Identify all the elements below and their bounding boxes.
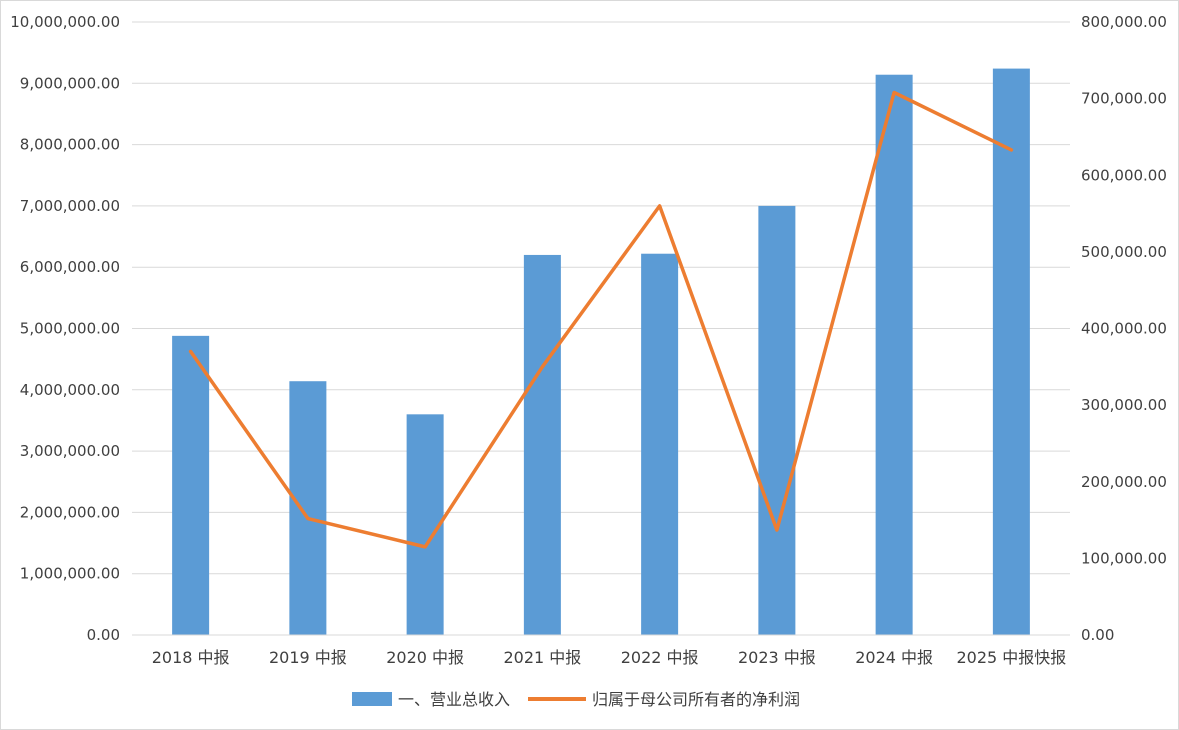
right-axis-tick-label: 200,000.00 (1081, 473, 1167, 491)
right-axis-tick-label: 400,000.00 (1081, 320, 1167, 338)
legend-label-revenue: 一、营业总收入 (398, 690, 510, 709)
left-axis-tick-label: 2,000,000.00 (20, 503, 120, 521)
right-axis-tick-label: 600,000.00 (1081, 166, 1167, 184)
left-axis-tick-label: 7,000,000.00 (20, 197, 120, 215)
bar (172, 335, 210, 635)
left-axis-tick-label: 10,000,000.00 (10, 13, 120, 31)
category-label: 2022 中报 (621, 648, 699, 667)
bar-series (172, 68, 1030, 636)
left-axis-tick-label: 1,000,000.00 (20, 565, 120, 583)
category-label: 2018 中报 (152, 648, 230, 667)
left-axis-tick-label: 9,000,000.00 (20, 74, 120, 92)
bar (289, 381, 327, 635)
legend-label-net-profit: 归属于母公司所有者的净利润 (592, 690, 800, 709)
right-axis-ticks: 0.00 100,000.00 200,000.00 300,000.00 400,00… (1081, 13, 1167, 644)
right-axis-tick-label: 100,000.00 (1081, 549, 1167, 567)
category-label: 2021 中报 (503, 648, 581, 667)
legend-swatch-revenue (352, 692, 392, 706)
left-axis-tick-label: 6,000,000.00 (20, 258, 120, 276)
left-axis-tick-label: 8,000,000.00 (20, 136, 120, 154)
bar (406, 414, 444, 635)
category-label: 2023 中报 (738, 648, 816, 667)
right-axis-tick-label: 800,000.00 (1081, 13, 1167, 31)
left-axis-tick-label: 4,000,000.00 (20, 381, 120, 399)
right-axis-tick-label: 300,000.00 (1081, 396, 1167, 414)
gridlines (132, 21, 1070, 575)
line-series (188, 90, 1014, 549)
category-label: 2020 中报 (386, 648, 464, 667)
left-axis-tick-label: 5,000,000.00 (20, 320, 120, 338)
right-axis-tick-label: 700,000.00 (1081, 90, 1167, 108)
bar (875, 74, 913, 635)
legend: 一、营业总收入 归属于母公司所有者的净利润 (352, 690, 800, 709)
right-axis-tick-label: 500,000.00 (1081, 243, 1167, 261)
left-axis-tick-label: 3,000,000.00 (20, 442, 120, 460)
net-profit-line (188, 90, 1014, 549)
category-label: 2024 中报 (855, 648, 933, 667)
bar (758, 205, 796, 635)
category-label: 2025 中报快报 (956, 648, 1066, 667)
bar (641, 253, 679, 636)
left-axis-tick-label: 0.00 (87, 626, 120, 644)
left-axis-ticks: 0.00 1,000,000.00 2,000,000.00 3,000,000.00… (10, 13, 120, 644)
bar (992, 68, 1030, 635)
category-label: 2019 中报 (269, 648, 347, 667)
category-labels: 2018 中报 2019 中报 2020 中报 2021 中报 2022 中报 2023 … (152, 648, 1067, 667)
right-axis-tick-label: 0.00 (1081, 626, 1114, 644)
bar (523, 254, 561, 635)
